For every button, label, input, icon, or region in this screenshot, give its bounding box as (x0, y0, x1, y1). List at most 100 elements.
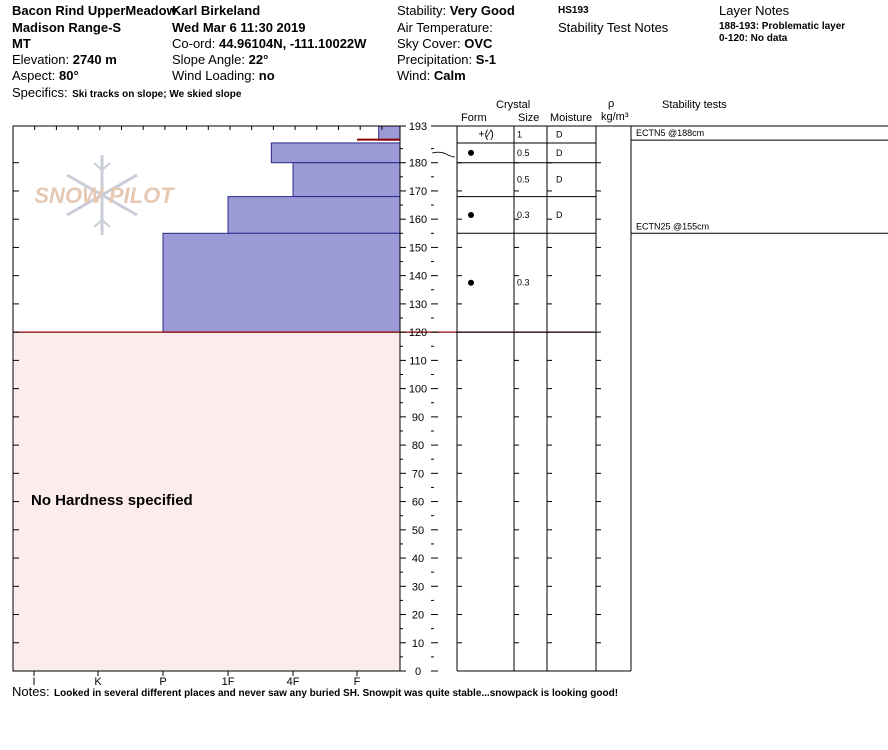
grain-size-value: 0.3 (517, 278, 530, 288)
y-tick-label: 30 (412, 581, 424, 593)
y-tick-label: 180 (409, 158, 427, 170)
wind-value: Calm (433, 68, 466, 83)
slope-value: 22° (248, 52, 269, 67)
moisture-value: D (556, 129, 563, 139)
grain-size-value: 0.3 (517, 210, 530, 220)
elevation-label: Elevation: (12, 52, 70, 67)
precip-row: Precipitation: S-1 (397, 53, 496, 66)
no-data-area (13, 332, 400, 671)
x-tick-label: 4F (287, 676, 300, 688)
sky-label: Sky Cover: (397, 36, 461, 51)
observation-datetime: Wed Mar 6 11:30 2019 (172, 20, 306, 35)
snowflake-icon (66, 155, 138, 235)
aspect-value: 80° (58, 68, 79, 83)
elevation-value: 2740 m (72, 52, 117, 67)
moisture-value: D (556, 210, 563, 220)
wind-label: Wind: (397, 68, 431, 83)
observer-name: Karl Birkeland (172, 3, 261, 18)
no-hardness-label: No Hardness specified (31, 492, 193, 509)
precip-label: Precipitation: (397, 52, 473, 67)
grain-size-value: 0.5 (517, 175, 530, 185)
moisture-value: D (556, 175, 563, 185)
y-tick-label: 10 (412, 638, 424, 650)
round-grain-symbol (468, 279, 474, 286)
precip-value: S-1 (475, 52, 497, 67)
stability-tests-header: Stability tests (662, 99, 727, 111)
round-grain-symbol (468, 211, 474, 218)
range-name: Madison Range-S (12, 20, 122, 35)
x-tick-label: K (94, 676, 102, 688)
x-tick-label: P (159, 676, 166, 688)
form-header: Form (461, 112, 487, 124)
wind-loading-row: Wind Loading: no (172, 69, 275, 82)
notes-label: Notes: (12, 684, 50, 699)
y-tick-label: 100 (409, 384, 427, 396)
hardness-bar (292, 162, 401, 198)
size-header: Size (518, 112, 540, 124)
y-tick-label: 170 (409, 186, 427, 198)
location-name: Bacon Rind UpperMeadow (12, 3, 177, 18)
grain-size-value: 1 (517, 129, 522, 139)
x-tick-label: F (354, 676, 361, 688)
stability-notes-title: Stability Test Notes (558, 20, 669, 35)
layer-note-1: 188-193: Problematic layer (719, 21, 846, 32)
stability-value: Very Good (449, 3, 515, 18)
hardness-bar (227, 196, 401, 234)
density-unit: kg/m³ (601, 111, 629, 123)
slope-label: Slope Angle: (172, 52, 246, 67)
layer-table (431, 125, 888, 672)
snow-height: HS193 (558, 5, 589, 16)
air-temp-label: Air Temperature: (397, 20, 493, 35)
coord-label: Co-ord: (172, 36, 216, 51)
y-tick-label: 70 (412, 468, 424, 480)
y-tick-label: 90 (412, 412, 424, 424)
round-grain-symbol (468, 149, 474, 156)
specifics-label: Specifics: (12, 85, 68, 100)
snowpilot-logo: SNOW PILOT (34, 155, 175, 235)
elevation-row: Elevation: 2740 m (12, 53, 117, 66)
grain-form-label: +(⁄) (478, 128, 494, 140)
x-tick-label: 1F (222, 676, 235, 688)
coord-value: 44.96104N, -111.10022W (218, 36, 367, 51)
state-name: MT (12, 36, 31, 51)
hardness-bar (270, 142, 401, 164)
layer-notes-title: Layer Notes (719, 3, 790, 18)
y-tick-label: 60 (412, 497, 424, 509)
surface-squiggle (431, 151, 456, 158)
wind-loading-value: no (258, 68, 275, 83)
slope-row: Slope Angle: 22° (172, 53, 268, 66)
wind-row: Wind: Calm (397, 69, 466, 82)
layer-note-2: 0-120: No data (719, 33, 788, 44)
moisture-value: D (556, 148, 563, 158)
y-tick-label: 20 (412, 610, 424, 622)
notes-row: Notes: Looked in several different place… (12, 684, 618, 700)
coord-row: Co-ord: 44.96104N, -111.10022W (172, 37, 366, 50)
crystal-header: Crystal (496, 99, 531, 111)
aspect-row: Aspect: 80° (12, 69, 79, 82)
sky-value: OVC (464, 36, 493, 51)
wind-loading-label: Wind Loading: (172, 68, 256, 83)
y-tick-label: 40 (412, 553, 424, 565)
specifics-value: Ski tracks on slope; We skied slope (72, 89, 242, 100)
stability-row: Stability: Very Good (397, 4, 515, 17)
stability-test-label: ECTN25 @155cm (636, 221, 709, 231)
y-tick-label: 130 (409, 299, 427, 311)
y-tick-label: 160 (409, 214, 427, 226)
notes-value: Looked in several different places and n… (54, 688, 619, 699)
density-symbol: ρ (608, 98, 615, 110)
aspect-label: Aspect: (12, 68, 56, 83)
y-tick-label: 150 (409, 242, 427, 254)
y-tick-label: 110 (409, 355, 427, 367)
logo-text: SNOW PILOT (34, 183, 175, 208)
hardness-bar (162, 232, 401, 333)
y-tick-label: 80 (412, 440, 424, 452)
y-tick-label: 0 (415, 666, 421, 678)
y-tick-label: 120 (409, 327, 427, 339)
y-tick-label: 50 (412, 525, 424, 537)
sky-row: Sky Cover: OVC (397, 37, 492, 50)
y-tick-label: 193 (409, 121, 427, 133)
x-tick-label: I (32, 676, 35, 688)
grain-size-value: 0.5 (517, 148, 530, 158)
stability-test-label: ECTN5 @188cm (636, 128, 704, 138)
